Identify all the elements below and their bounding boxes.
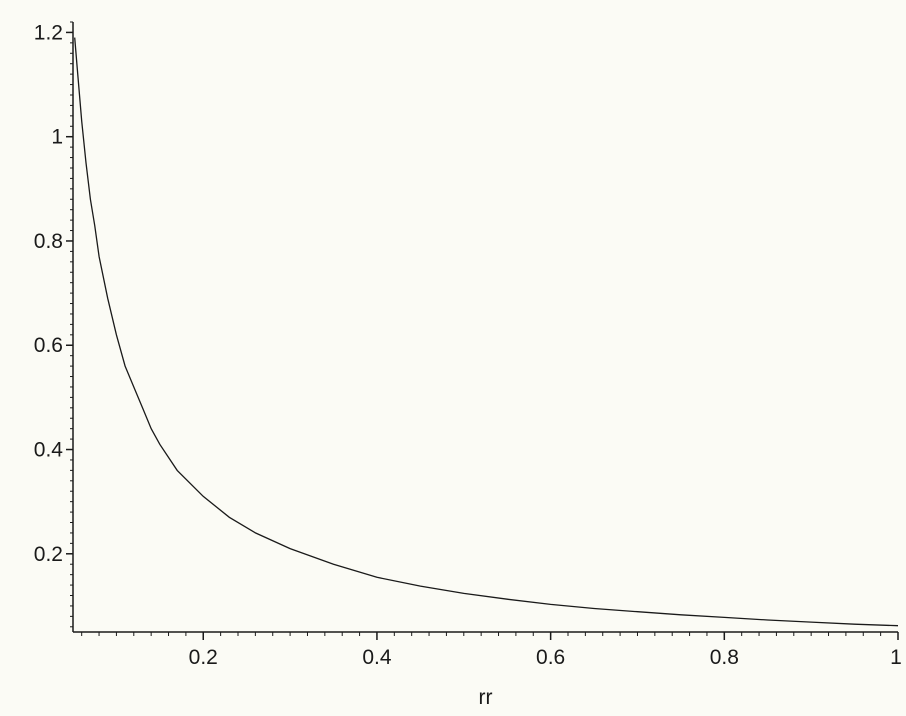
x-tick-label: 0.4 bbox=[362, 646, 392, 669]
x-tick-label: 0.6 bbox=[536, 646, 565, 669]
y-tick-label: 0.8 bbox=[34, 230, 63, 253]
y-tick-label: 0.6 bbox=[34, 334, 63, 357]
x-tick-label: 1 bbox=[890, 646, 902, 669]
y-tick-label: 0.4 bbox=[34, 439, 64, 462]
y-ticks: 0.2 0.4 0.6 0.8 1 1.2 bbox=[34, 21, 73, 566]
y-tick-label: 1.2 bbox=[34, 21, 63, 44]
x-tick-label: 0.8 bbox=[710, 646, 739, 669]
x-tick-label: 0.2 bbox=[189, 646, 218, 669]
y-tick-label: 1 bbox=[51, 126, 63, 149]
x-axis-title: rr bbox=[479, 686, 493, 709]
series-line bbox=[74, 37, 899, 627]
y-tick-label: 0.2 bbox=[34, 543, 63, 566]
x-minor-ticks bbox=[81, 632, 899, 636]
axes: 0.2 0.4 0.6 0.8 1 0.2 0.4 0.6 0.8 1 1.2 bbox=[34, 21, 902, 669]
x-ticks: 0.2 0.4 0.6 0.8 1 bbox=[189, 632, 902, 669]
